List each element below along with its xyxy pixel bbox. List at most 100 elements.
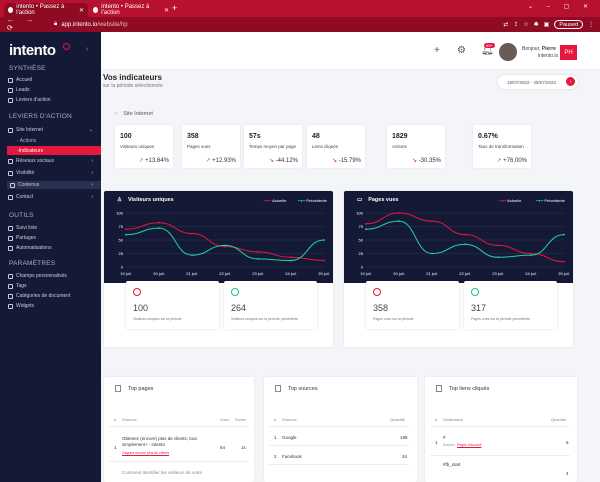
data-point[interactable] [224, 244, 226, 247]
data-point[interactable] [290, 256, 292, 259]
nav-buttons[interactable]: ← → ⟳ [7, 17, 38, 32]
data-point[interactable] [191, 254, 193, 257]
user-initials-button[interactable]: PH [560, 45, 577, 60]
data-point[interactable] [257, 250, 259, 253]
sidebar-item-categories[interactable]: Catégories de document [8, 292, 101, 300]
divider [269, 464, 409, 465]
data-point[interactable] [365, 222, 367, 225]
data-point[interactable] [125, 233, 127, 236]
col-header: Destination [443, 417, 464, 422]
date-range-picker[interactable]: 19/07/2022 - 25/07/2022 [498, 75, 578, 89]
data-point[interactable] [431, 220, 433, 222]
data-point[interactable] [398, 220, 400, 222]
data-point[interactable] [497, 244, 499, 247]
sidebar-item-label: Widgets [16, 303, 35, 309]
copy-icon [373, 288, 381, 296]
bell-icon[interactable]: 🔔︎ [481, 45, 494, 56]
sidebar-item-suivi[interactable]: Suivi liste [8, 224, 101, 232]
table-row-title[interactable]: Obtenez (encore) plus de clients, tout s… [122, 436, 197, 447]
row-destination[interactable]: # [443, 435, 446, 440]
sidebar-item-accueil[interactable]: Accueil [8, 76, 101, 84]
close-icon[interactable]: ✕ [163, 7, 169, 14]
sidebar-sub-actions[interactable]: - Actions [17, 138, 37, 144]
x-tick-label: 21 juil. [426, 271, 438, 276]
sidebar-item-contenus[interactable]: Contenus › [7, 181, 101, 189]
section-synthese: SYNTHÈSE [9, 65, 46, 72]
date-range-button[interactable]: › [566, 77, 575, 86]
share-icon[interactable]: ⇪ [513, 22, 519, 28]
document-icon [10, 182, 15, 188]
profile-paused-button[interactable]: Paused [554, 20, 583, 29]
data-point[interactable] [125, 228, 127, 231]
sidebar-item-tags[interactable]: Tags [8, 282, 101, 290]
add-icon[interactable]: + [434, 45, 440, 56]
sidebar-item-champs[interactable]: Champs personnalisés [8, 272, 101, 280]
sidebar-item-automatisations[interactable]: Automatisations [8, 244, 101, 252]
address-bar[interactable]: app.intento.io/website/hp [61, 22, 127, 28]
sidebar-item-reseaux[interactable]: Réseaux sociaux › [8, 157, 101, 165]
row-index: 1 [114, 445, 117, 450]
folder-icon [8, 293, 13, 299]
data-point[interactable] [257, 258, 259, 260]
sidepanel-icon[interactable]: ▣ [543, 22, 550, 28]
sidebar-item-contact[interactable]: Contact › [8, 193, 101, 201]
data-point[interactable] [323, 259, 325, 262]
legend-precedente[interactable]: ━●━ Précédente [298, 198, 327, 203]
row-link[interactable]: Gagnez encore plus de clients [122, 451, 170, 455]
data-point[interactable] [464, 233, 466, 236]
kpi-delta-value: -44.12% [275, 158, 298, 164]
chevron-right-icon: › [91, 194, 93, 200]
data-point[interactable] [290, 259, 292, 262]
data-point[interactable] [191, 232, 193, 235]
row-duration: 1s [241, 445, 246, 450]
data-point[interactable] [158, 227, 160, 230]
close-icon[interactable]: ✕ [78, 7, 84, 14]
data-point[interactable] [464, 243, 466, 246]
browser-tab-2[interactable]: intento • Passez à l'action ✕ [89, 3, 173, 17]
sidebar-item-leads[interactable]: Leads [8, 86, 101, 94]
new-tab-button[interactable]: + [172, 3, 178, 13]
kpi-card: 358 Pages vues ↗ +12.93% [182, 125, 240, 168]
sidebar-item-widgets[interactable]: Widgets [8, 302, 101, 310]
data-point[interactable] [497, 256, 499, 259]
legend-precedente[interactable]: ━●━ Précédente [536, 198, 565, 203]
data-point[interactable] [530, 252, 532, 255]
source-link[interactable]: Pages d'accueil [457, 443, 482, 447]
browser-toolbar: ← → ⟳ 🔒︎ app.intento.io/website/hp ⇄ ⇪ ☆… [0, 17, 600, 32]
sidebar-item-visibilite[interactable]: Visibilité › [8, 169, 101, 177]
legend-actuelle[interactable]: ━●━ Actuelle [264, 198, 286, 203]
data-point[interactable] [398, 212, 400, 214]
browser-tab-1[interactable]: intento • Passez à l'action ✕ [4, 3, 88, 17]
star-icon[interactable]: ☆ [523, 22, 529, 28]
row-destination[interactable]: #fb_start [443, 462, 461, 467]
avatar[interactable] [499, 43, 517, 61]
data-point[interactable] [563, 260, 565, 263]
sidebar-sub-indicateurs[interactable]: - Indicateurs [7, 146, 101, 155]
table-row-title[interactable]: Comment identifier les visiteurs de votr… [122, 470, 203, 475]
url-host: app.intento.io [61, 21, 98, 28]
stat-value: 317 [471, 303, 487, 313]
sidebar-item-site-internet[interactable]: Site Internet ⌄ [8, 126, 101, 134]
data-point[interactable] [530, 254, 532, 257]
x-tick-label: 20 juil. [393, 271, 405, 276]
sidebar-item-leviers[interactable]: Leviers d'action [8, 96, 101, 104]
data-point[interactable] [431, 252, 433, 255]
translate-icon[interactable]: ⇄ [503, 22, 509, 28]
extensions-icon[interactable]: ✱ [533, 22, 539, 28]
y-tick-label: 100 [356, 211, 363, 216]
menu-icon[interactable]: ⋮ [588, 22, 594, 28]
panel-title: Top liens cliqués [449, 386, 490, 392]
sidebar-item-label: Partages [16, 235, 37, 241]
data-point[interactable] [365, 228, 367, 231]
data-point[interactable] [158, 221, 160, 224]
gear-icon[interactable]: ⚙ [457, 45, 466, 56]
chevron-down-icon: ⌄ [88, 127, 93, 133]
collapse-sidebar-icon[interactable]: ‹ [86, 46, 89, 53]
logo: intento [9, 42, 56, 59]
data-point[interactable] [323, 239, 325, 241]
data-point[interactable] [563, 233, 565, 236]
legend-actuelle[interactable]: ━●━ Actuelle [499, 198, 521, 203]
sidebar-item-partages[interactable]: Partages [8, 234, 101, 242]
window-controls[interactable]: ⌄ – ▢ ✕ [527, 4, 594, 10]
site-heading: ◌ Site Internet [114, 111, 153, 117]
